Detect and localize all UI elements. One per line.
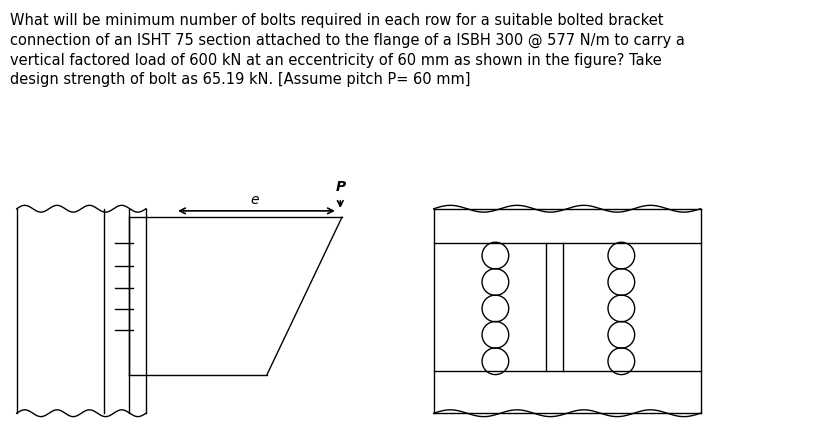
Text: What will be minimum number of bolts required in each row for a suitable bolted : What will be minimum number of bolts req… <box>10 13 685 87</box>
Text: P: P <box>335 180 345 194</box>
Text: e: e <box>250 193 259 207</box>
